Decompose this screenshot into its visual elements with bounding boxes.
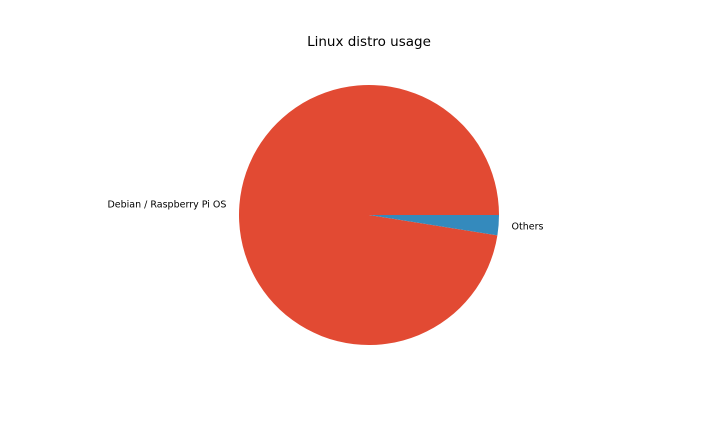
- pie-slice-labels: Debian / Raspberry Pi OS Others: [107, 199, 543, 232]
- pie-slice-others: [369, 215, 499, 236]
- pie-slices: [239, 85, 500, 346]
- pie-slice-debian-raspberry-pi-os: [239, 85, 500, 346]
- pie-label-debian-raspberry-pi-os: Debian / Raspberry Pi OS: [107, 199, 226, 210]
- chart-title: Linux distro usage: [307, 34, 431, 50]
- pie-label-others: Others: [512, 222, 544, 233]
